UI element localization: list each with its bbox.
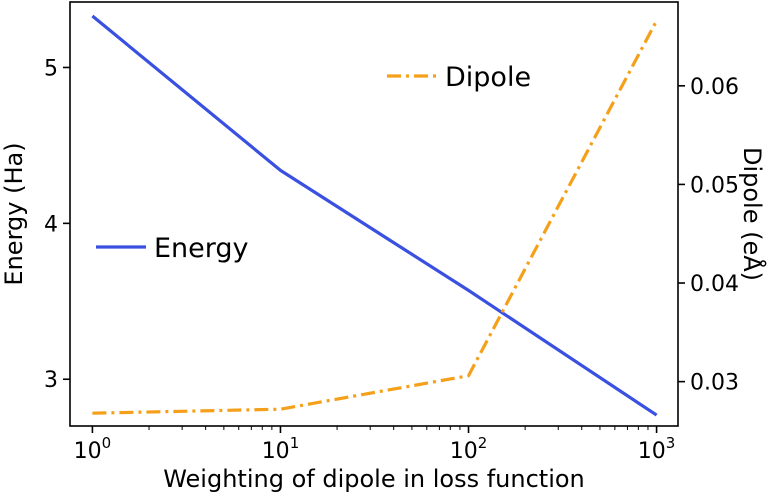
- left-y-axis-label: Energy (Ha): [0, 142, 28, 285]
- x-axis-ticks: 100 101 102 103: [74, 426, 676, 464]
- left-y-axis-ticks: 3 4 5: [44, 56, 70, 393]
- plot-frame: [69, 1, 679, 427]
- x-tick-label: 101: [262, 434, 300, 464]
- legend-dipole: Dipole: [387, 62, 531, 93]
- x-axis-label: Weighting of dipole in loss function: [163, 465, 585, 493]
- right-y-tick-label: 0.06: [690, 75, 739, 100]
- series-line-energy: [91, 14, 658, 417]
- x-tick-label: 100: [74, 434, 112, 464]
- right-y-axis-ticks: 0.03 0.04 0.05 0.06: [678, 75, 739, 396]
- series-line-dipole: [92, 19, 659, 415]
- right-y-axis-label: Dipole (eÅ): [738, 147, 767, 281]
- right-y-tick-label: 0.03: [690, 371, 739, 396]
- left-y-tick-label: 3: [44, 368, 58, 393]
- series-lines: [91, 14, 659, 417]
- legend-dipole-label: Dipole: [445, 62, 531, 93]
- legend-energy: Energy: [96, 233, 249, 264]
- left-y-tick-label: 5: [44, 56, 58, 81]
- x-tick-label: 102: [450, 434, 488, 464]
- right-y-tick-label: 0.04: [690, 272, 739, 297]
- right-y-tick-label: 0.05: [690, 173, 739, 198]
- legend-energy-label: Energy: [154, 233, 249, 264]
- x-tick-label: 103: [638, 434, 676, 464]
- left-y-tick-label: 4: [44, 212, 58, 237]
